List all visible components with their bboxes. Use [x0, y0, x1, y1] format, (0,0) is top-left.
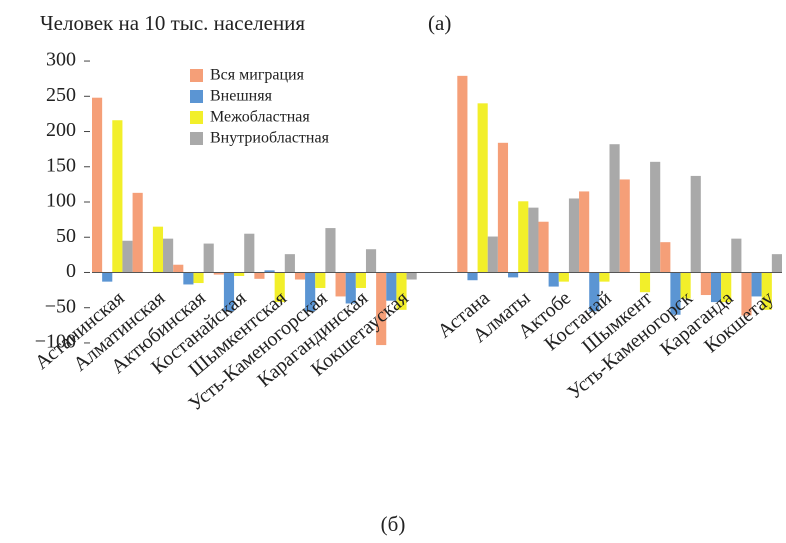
bar [761, 272, 772, 310]
bar [660, 242, 671, 273]
legend-swatch [190, 111, 203, 124]
annotation: (б) [381, 512, 406, 536]
bar [264, 270, 275, 273]
bar [386, 272, 397, 301]
bar [609, 144, 620, 273]
bar [721, 272, 732, 303]
bar [599, 272, 610, 282]
bar [680, 272, 691, 299]
bar [102, 272, 113, 282]
bar [213, 272, 224, 275]
bar [396, 272, 407, 310]
bar [355, 272, 366, 288]
bar [487, 236, 498, 273]
bar [406, 272, 417, 280]
bar [365, 249, 377, 273]
y-tick-label: 50 [56, 225, 76, 247]
bar [203, 243, 214, 273]
bar [558, 272, 569, 282]
bar [579, 191, 590, 273]
bar [528, 207, 539, 273]
bar [234, 272, 245, 276]
legend-swatch [190, 90, 203, 103]
bar [710, 272, 722, 303]
legend-label: Внутриобластная [210, 130, 330, 147]
legend-label: Внешняя [210, 88, 273, 105]
bar [457, 75, 468, 273]
y-tick-label: 100 [46, 190, 76, 212]
bar [254, 272, 265, 279]
bar [741, 272, 752, 316]
y-tick-label: −50 [45, 295, 76, 317]
bar [508, 272, 519, 278]
y-tick-label: 150 [46, 154, 76, 176]
annotation: (а) [428, 11, 451, 35]
bar [589, 272, 600, 312]
bar [325, 228, 336, 273]
bar [335, 272, 346, 297]
bar [690, 175, 701, 273]
bar [518, 201, 529, 273]
legend-label: Вся миграция [210, 67, 305, 84]
y-tick-label: 300 [46, 49, 76, 71]
legend-swatch [190, 132, 203, 145]
chart-title: Человек на 10 тыс. населения [40, 11, 305, 35]
bar [92, 97, 103, 273]
bar [700, 272, 711, 296]
bar [568, 198, 580, 273]
bar [244, 233, 255, 273]
legend-swatch [190, 69, 203, 82]
bar [163, 238, 174, 273]
y-tick-label: −100 [35, 331, 76, 353]
bar [183, 272, 194, 285]
bar [497, 142, 509, 273]
bar [284, 254, 295, 273]
bar [223, 272, 235, 312]
bar [122, 240, 133, 273]
bar [548, 272, 559, 287]
bar [152, 226, 164, 273]
bar [731, 238, 742, 273]
bar [173, 264, 184, 273]
bar [193, 272, 204, 284]
bar [294, 272, 306, 280]
bar [639, 272, 651, 293]
legend-label: Межобластная [210, 109, 310, 126]
bar [538, 221, 549, 273]
bar [771, 254, 782, 273]
y-tick-label: 250 [46, 84, 76, 106]
bar [619, 179, 630, 273]
bar [345, 272, 356, 304]
bar [751, 272, 762, 297]
bar [670, 272, 681, 315]
bar [305, 272, 316, 312]
y-tick-label: 0 [66, 260, 76, 282]
y-tick-label: 200 [46, 119, 76, 141]
bar [112, 120, 123, 273]
bar [315, 272, 326, 288]
bar [132, 192, 143, 273]
bar [477, 103, 488, 273]
bar [650, 161, 661, 273]
bar [274, 272, 285, 303]
bar [376, 272, 387, 346]
bar [467, 272, 478, 281]
